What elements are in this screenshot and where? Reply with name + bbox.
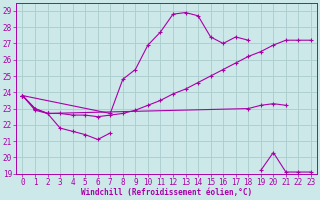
X-axis label: Windchill (Refroidissement éolien,°C): Windchill (Refroidissement éolien,°C) bbox=[81, 188, 252, 197]
